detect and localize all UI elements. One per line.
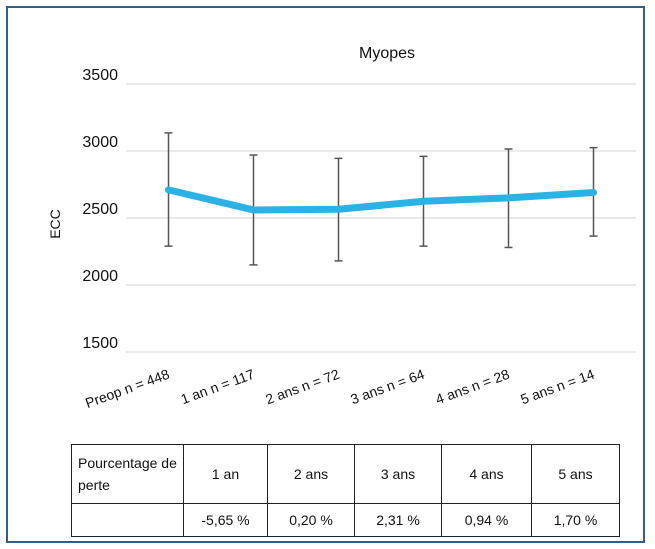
series-line	[165, 186, 597, 214]
figure-frame: Myopes 1500 2000 2500 3000 3500 ECC Preop n …	[6, 6, 645, 543]
column-header: 1 an	[183, 444, 268, 504]
data-point	[506, 195, 511, 200]
y-tick-label: 2500	[82, 201, 118, 218]
table-cell: 0,20 %	[267, 503, 355, 537]
x-tick-label: 4 ans n = 28	[433, 366, 511, 408]
y-tick-label: 2000	[82, 268, 118, 285]
data-point	[251, 207, 256, 212]
loss-percentage-table: Pourcentage de perte 1 an 2 ans 3 ans 4 …	[71, 444, 620, 537]
table-cell: 0,94 %	[441, 503, 532, 537]
row-label-cell: Pourcentage de perte	[71, 444, 184, 504]
x-tick-label: 1 an n = 117	[179, 366, 257, 408]
y-tick-label: 3000	[82, 134, 118, 151]
y-tick-labels: 1500 2000 2500 3000 3500	[82, 67, 118, 352]
column-header: 4 ans	[441, 444, 532, 504]
data-series	[165, 186, 597, 214]
y-tick-label: 1500	[82, 335, 118, 352]
column-header: 2 ans	[267, 444, 355, 504]
table-header-row: Pourcentage de perte 1 an 2 ans 3 ans 4 …	[71, 444, 620, 504]
table-cell: 2,31 %	[354, 503, 442, 537]
x-tick-label: 2 ans n = 72	[263, 366, 341, 408]
data-point	[166, 187, 171, 192]
table-cell: -5,65 %	[183, 503, 268, 537]
column-header: 5 ans	[531, 444, 620, 504]
table-cell: 1,70 %	[531, 503, 620, 537]
data-point	[591, 190, 596, 195]
y-axis-label: ECC	[47, 209, 63, 239]
x-tick-labels: Preop n = 448 1 an n = 117 2 ans n = 72 3 a…	[83, 366, 597, 411]
data-point	[336, 207, 341, 212]
empty-cell	[71, 503, 184, 537]
line-chart: Myopes 1500 2000 2500 3000 3500 ECC Preop n …	[47, 45, 636, 411]
x-tick-label: 5 ans n = 14	[518, 366, 596, 408]
column-header: 3 ans	[354, 444, 442, 504]
chart-title: Myopes	[359, 45, 415, 62]
data-point	[421, 199, 426, 204]
gridlines	[126, 83, 636, 353]
y-tick-label: 3500	[82, 67, 118, 84]
table-values-row: -5,65 % 0,20 % 2,31 % 0,94 % 1,70 %	[71, 503, 620, 537]
x-tick-label: 3 ans n = 64	[348, 366, 426, 408]
x-tick-label: Preop n = 448	[83, 366, 172, 411]
